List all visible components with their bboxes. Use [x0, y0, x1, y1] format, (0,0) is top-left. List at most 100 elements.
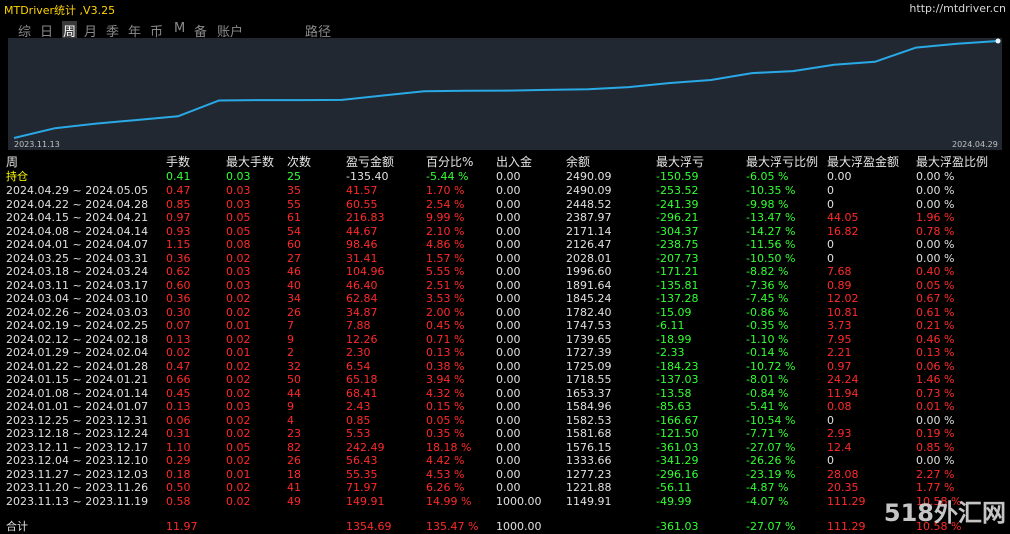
table-cell: 0.62 [166, 265, 191, 278]
table-cell: 2023.12.25 ~ 2023.12.31 [6, 413, 149, 427]
table-row: 2024.03.11 ~ 2024.03.17 0.60 0.03 40 46.40 2.… [0, 279, 1010, 292]
tab-5[interactable]: 年 [128, 25, 142, 40]
table-cell: -150.59 [656, 170, 699, 183]
table-cell: -361.03 [656, 440, 699, 454]
tab-10[interactable]: 路径 [305, 25, 332, 40]
table-cell: -56.11 [656, 481, 692, 494]
balance-end-point [995, 38, 1001, 44]
app-title: MTDriver统计 ,V3.25 [4, 4, 116, 17]
table-cell: 0.73 % [916, 386, 955, 400]
table-cell: 41 [287, 481, 301, 494]
table-cell: 0.00 [496, 481, 521, 494]
table-row: 2024.04.15 ~ 2024.04.21 0.97 0.05 61 216.83 9… [0, 211, 1010, 224]
table-cell: 1.77 % [916, 481, 955, 494]
table-row: 2024.01.01 ~ 2024.01.07 0.13 0.03 9 2.43 0.15… [0, 400, 1010, 413]
column-header: 盈亏金额 [346, 155, 395, 169]
table-cell: 242.49 [346, 440, 385, 454]
table-cell: 1782.40 [566, 305, 612, 319]
table-cell: 0.00 [496, 238, 521, 251]
table-cell: 56.43 [346, 454, 378, 467]
table-cell: 1725.09 [566, 359, 612, 373]
table-cell: 1582.53 [566, 413, 612, 427]
table-cell: 0.00 [496, 454, 521, 467]
table-cell: 1718.55 [566, 373, 612, 386]
table-cell: 2024.04.22 ~ 2024.04.28 [6, 197, 149, 211]
column-header: 出入金 [496, 155, 533, 169]
table-cell: 7 [287, 319, 294, 332]
table-cell: -171.21 [656, 265, 699, 278]
tab-3[interactable]: 月 [84, 25, 98, 40]
table-cell: 2387.97 [566, 211, 612, 224]
table-cell: 55.35 [346, 467, 378, 481]
table-row: 2024.04.29 ~ 2024.05.05 0.47 0.03 35 41.57 1.… [0, 184, 1010, 197]
table-cell: 55 [287, 197, 301, 211]
table-cell: 0.01 [226, 467, 251, 481]
table-cell: -253.52 [656, 184, 699, 197]
column-header: 最大浮盈金额 [827, 155, 900, 169]
tab-4[interactable]: 季 [106, 25, 120, 40]
table-cell: 持仓 [6, 170, 28, 183]
table-cell: 25 [287, 170, 301, 183]
tab-8[interactable]: 备 [194, 25, 208, 40]
table-cell: 11.97 [166, 520, 198, 533]
table-cell: 2.27 % [916, 467, 955, 481]
table-cell: 2.21 [827, 346, 852, 359]
table-cell: -0.84 % [746, 386, 789, 400]
site-url[interactable]: http://mtdriver.cn [909, 2, 1006, 15]
table-cell: 0.03 [226, 184, 251, 197]
table-cell: -7.45 % [746, 292, 789, 305]
table-cell: 26 [287, 454, 301, 467]
table-cell: 0.05 [226, 211, 251, 224]
tab-6[interactable]: 币 [150, 25, 164, 40]
table-header: 周 手数 最大手数 次数 盈亏金额 百分比% 出入金 余额 最大浮亏 最大浮亏比例 最大浮盈金额 最大… [0, 156, 1010, 169]
table-cell: 0.00 [496, 305, 521, 319]
table-cell: 2024.02.12 ~ 2024.02.18 [6, 332, 149, 346]
table-cell: 0.00 [496, 332, 521, 346]
table-cell: 2 [287, 346, 294, 359]
table-row: 2024.03.18 ~ 2024.03.24 0.62 0.03 46 104.96 5… [0, 265, 1010, 278]
table-cell: -6.11 [656, 319, 685, 332]
table-cell: 2023.11.13 ~ 2023.11.19 [6, 494, 149, 508]
title-bar: MTDriver统计 ,V3.25 http://mtdriver.cn [0, 0, 1010, 18]
table-cell: -296.16 [656, 467, 699, 481]
table-cell: -15.09 [656, 305, 692, 319]
table-cell: 10.58 % [916, 494, 962, 508]
table-cell: 34 [287, 292, 301, 305]
table-cell: 12.4 [827, 440, 852, 454]
table-cell: 61 [287, 211, 301, 224]
watermark: 518外汇网 [883, 499, 1006, 527]
table-cell: 20.35 [827, 481, 859, 494]
table-cell: 0.13 % [426, 346, 465, 359]
table-cell: 2024.04.08 ~ 2024.04.14 [6, 224, 149, 238]
table-cell: 0.00 [496, 346, 521, 359]
table-cell: 5.53 [346, 427, 371, 440]
table-cell: 2.10 % [426, 224, 465, 238]
tab-7[interactable]: M [174, 21, 186, 36]
table-cell: 0.31 [166, 427, 191, 440]
tab-2[interactable]: 周 [62, 21, 78, 40]
table-cell: 1747.53 [566, 319, 612, 332]
table-cell: -166.67 [656, 413, 699, 427]
table-cell: 2024.04.29 ~ 2024.05.05 [6, 184, 149, 197]
table-cell: 50 [287, 373, 301, 386]
table-cell: -207.73 [656, 251, 699, 265]
table-cell: 1891.64 [566, 278, 612, 292]
tab-1[interactable]: 日 [40, 25, 54, 40]
table-cell: 28.08 [827, 467, 859, 481]
table-cell: 0.78 % [916, 224, 955, 238]
table-row: 2024.01.22 ~ 2024.01.28 0.47 0.02 32 6.54 0.3… [0, 360, 1010, 373]
table-cell: 0.02 [226, 481, 251, 494]
table-cell: 1.46 % [916, 373, 955, 386]
tab-0[interactable]: 综 [18, 25, 32, 40]
table-cell: 0.97 [166, 211, 191, 224]
table-cell: 2024.01.22 ~ 2024.01.28 [6, 359, 149, 373]
table-cell: 0.02 [226, 454, 251, 467]
table-cell: -0.14 % [746, 346, 789, 359]
table-cell: 149.91 [346, 494, 385, 508]
table-cell: 32 [287, 359, 301, 373]
table-cell: 0.00 [496, 197, 521, 211]
table-cell: -10.50 % [746, 251, 796, 265]
table-cell: 0.03 [226, 265, 251, 278]
tab-9[interactable]: 账户 [217, 25, 244, 40]
table-row: 2024.04.01 ~ 2024.04.07 1.15 0.08 60 98.46 4.… [0, 238, 1010, 251]
